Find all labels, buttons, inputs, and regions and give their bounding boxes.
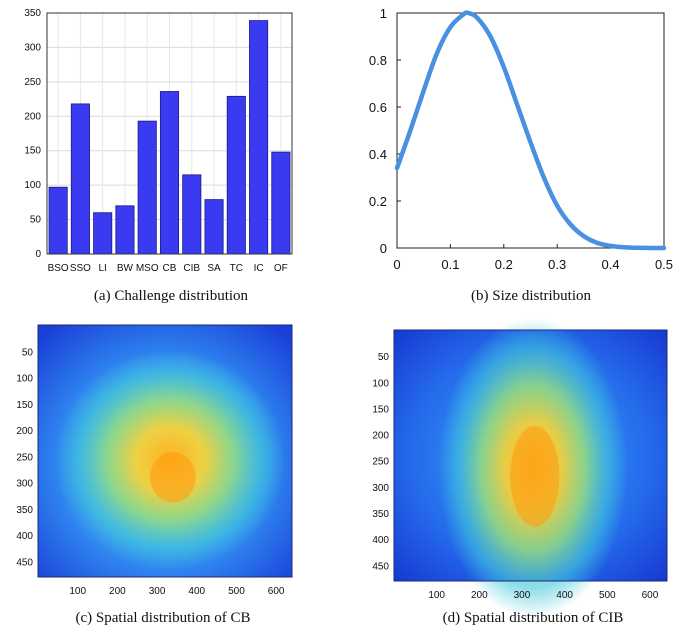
heatmap-frame xyxy=(37,324,293,578)
x-tick-label: BW xyxy=(117,263,134,274)
x-tick-label: IC xyxy=(254,263,264,274)
y-tick-label: 300 xyxy=(372,483,389,494)
x-tick-label: 0.5 xyxy=(655,257,673,272)
x-tick-label: 0.3 xyxy=(548,257,566,272)
y-tick-label: 100 xyxy=(372,378,389,389)
y-tick-label: 300 xyxy=(24,42,41,53)
cib-spatial-heatmap: 100 200 300 400 500 600 50 100 150 200 250 300 350 40… xyxy=(372,318,668,618)
x-tick-label: 500 xyxy=(599,590,616,601)
x-tick-label: CIB xyxy=(183,263,200,274)
y-tick-label: 300 xyxy=(16,479,33,490)
y-tick-label: 350 xyxy=(16,505,33,516)
cb-spatial-heatmap: 100 200 300 400 500 600 50 100 150 200 250 300 350 40… xyxy=(16,324,293,597)
y-tick-label: 450 xyxy=(372,561,389,572)
y-tick-label: 0.8 xyxy=(369,53,387,68)
y-tick-label: 450 xyxy=(16,557,33,568)
x-tick-label: 400 xyxy=(188,586,205,597)
y-tick-label: 350 xyxy=(372,509,389,520)
x-tick-label: 0.4 xyxy=(602,257,620,272)
size-distribution-chart: 0 0.1 0.2 0.3 0.4 0.5 0 0.2 0.4 0.6 0.8 1 xyxy=(369,6,673,272)
bar xyxy=(271,151,291,255)
x-tick-label: 100 xyxy=(428,590,445,601)
y-tick-label: 200 xyxy=(16,426,33,437)
y-tick-label: 100 xyxy=(24,180,41,191)
x-tick-label: SA xyxy=(207,263,221,274)
y-tick-label: 400 xyxy=(372,535,389,546)
y-tick-label: 150 xyxy=(24,146,41,157)
heatmap-frame xyxy=(393,329,668,582)
y-tick-label: 0 xyxy=(380,241,387,256)
y-tick-label: 50 xyxy=(30,215,42,226)
challenge-distribution-chart: 0 50 100 150 200 250 300 350 BSO SSO LI BW MSO CB CIB S… xyxy=(24,8,293,274)
y-tick-label: 0.4 xyxy=(369,147,387,162)
caption-c: (c) Spatial distribution of CB xyxy=(76,610,251,626)
y-tick-label: 150 xyxy=(16,400,33,411)
bar xyxy=(93,212,113,255)
x-tick-label: CB xyxy=(163,263,177,274)
y-tick-label: 1 xyxy=(380,6,387,21)
y-tick-label: 100 xyxy=(16,374,33,385)
bar xyxy=(182,174,202,255)
caption-a: (a) Challenge distribution xyxy=(94,288,249,304)
x-tick-label: LI xyxy=(99,263,107,274)
size-distribution-line xyxy=(394,10,667,251)
x-tick-label: TC xyxy=(230,263,243,274)
x-tick-label: 200 xyxy=(109,586,126,597)
bar xyxy=(115,205,135,255)
x-tick-label: BSO xyxy=(48,263,69,274)
y-tick-label: 250 xyxy=(372,457,389,468)
x-tick-label: 300 xyxy=(149,586,166,597)
y-tick-label: 150 xyxy=(372,404,389,415)
y-tick-label: 0.2 xyxy=(369,194,387,209)
y-tick-label: 200 xyxy=(372,431,389,442)
x-tick-label: 0 xyxy=(393,257,400,272)
y-tick-label: 350 xyxy=(24,8,41,19)
plot-frame xyxy=(396,12,665,249)
x-tick-label: SSO xyxy=(70,263,91,274)
x-tick-label: 200 xyxy=(471,590,488,601)
x-tick-label: 500 xyxy=(228,586,245,597)
heatmap-peak xyxy=(510,426,560,527)
bar xyxy=(249,20,269,255)
y-tick-label: 250 xyxy=(16,452,33,463)
y-tick-label: 400 xyxy=(16,531,33,542)
y-tick-label: 250 xyxy=(24,77,41,88)
plot-frame xyxy=(46,12,293,255)
bar xyxy=(159,91,180,255)
bar xyxy=(226,95,246,255)
y-tick-label: 50 xyxy=(22,347,34,358)
x-tick-label: 0.2 xyxy=(495,257,513,272)
caption-d: (d) Spatial distribution of CIB xyxy=(443,610,624,626)
heatmap-peak xyxy=(150,452,196,503)
bar xyxy=(70,103,90,255)
x-tick-label: 0.1 xyxy=(441,257,459,272)
x-tick-label: 600 xyxy=(642,590,659,601)
bar xyxy=(204,199,224,255)
x-tick-label: 300 xyxy=(514,590,531,601)
bar xyxy=(48,186,68,255)
bar xyxy=(137,120,157,255)
y-tick-label: 200 xyxy=(24,111,41,122)
x-tick-label: 600 xyxy=(268,586,285,597)
x-tick-label: MSO xyxy=(136,263,159,274)
x-tick-label: 100 xyxy=(69,586,86,597)
y-tick-label: 50 xyxy=(378,352,390,363)
y-tick-label: 0 xyxy=(35,249,41,260)
x-tick-label: OF xyxy=(274,263,288,274)
x-tick-label: 400 xyxy=(556,590,573,601)
caption-b: (b) Size distribution xyxy=(471,288,591,304)
y-tick-label: 0.6 xyxy=(369,100,387,115)
